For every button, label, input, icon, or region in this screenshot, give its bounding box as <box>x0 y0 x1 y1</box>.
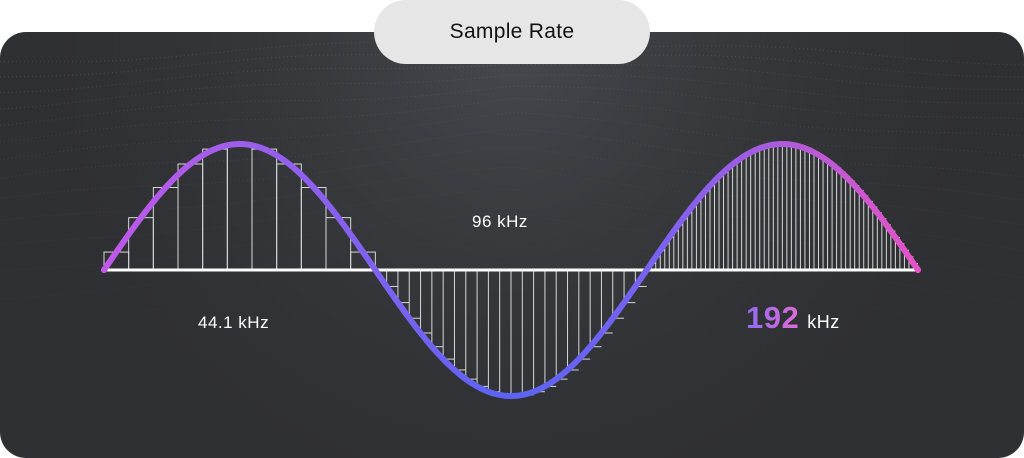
mesh-line <box>0 188 1024 252</box>
background-glow <box>0 32 1024 458</box>
sample-rate-title-pill: Sample Rate <box>374 0 650 64</box>
page-title: Sample Rate <box>449 20 575 43</box>
wave-start-dot <box>101 267 107 273</box>
waveform-diagram <box>0 32 1024 458</box>
sine-wave <box>101 140 921 399</box>
mesh-line <box>0 146 1024 202</box>
mesh-line <box>0 236 1024 305</box>
rate-mid-label: 96 kHz <box>472 212 528 231</box>
mesh-line <box>0 63 1024 94</box>
mesh-line <box>0 212 1024 278</box>
rate-high-label: 192 kHz <box>746 300 840 336</box>
mesh-line <box>0 313 1024 392</box>
rate-high-unit: kHz <box>807 312 840 332</box>
rate-low-label: 44.1 kHz <box>198 313 270 332</box>
diagram-panel <box>0 32 1024 458</box>
mesh-line <box>0 262 1024 332</box>
wave-end-dot <box>915 267 921 273</box>
sample-markers <box>103 143 918 397</box>
rate-high-value: 192 <box>746 300 800 335</box>
